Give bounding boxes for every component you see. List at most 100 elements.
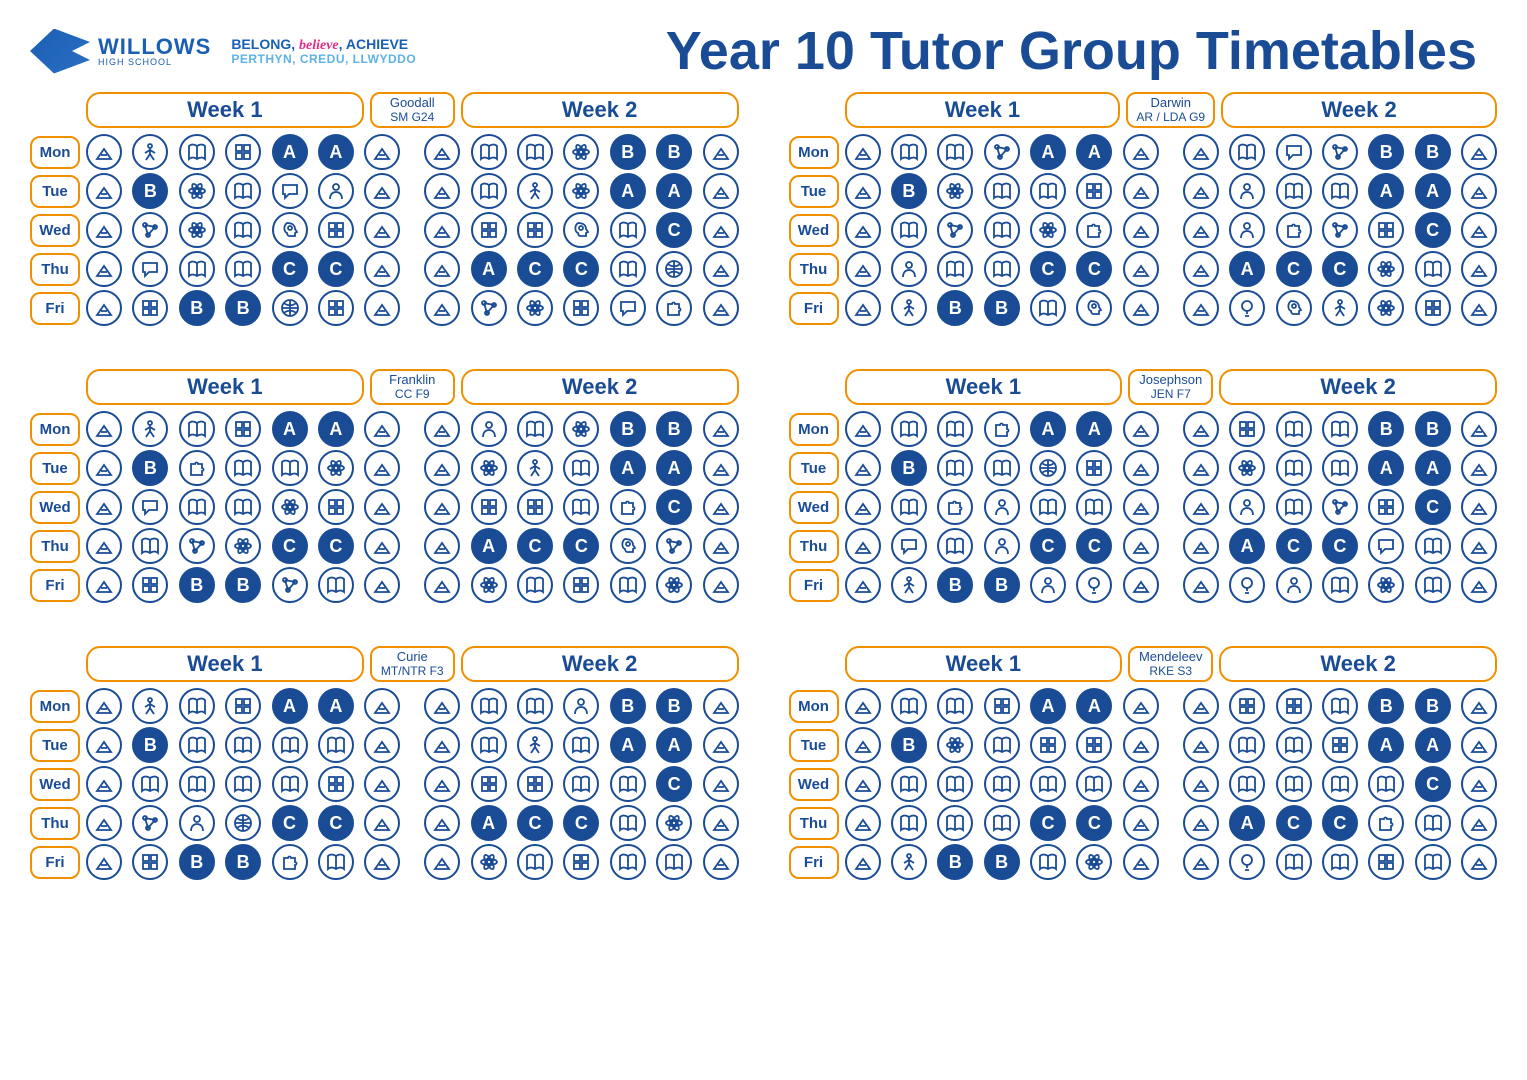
week1-label: Week 1: [86, 646, 364, 682]
period-cell: [1461, 450, 1497, 486]
period-cell: [471, 290, 507, 326]
period-cell: [563, 766, 599, 802]
period-cell: [424, 567, 460, 603]
period-cell: [272, 766, 308, 802]
day-row: Wed C: [789, 766, 1498, 802]
period-cell: [1229, 489, 1265, 525]
period-cell: [610, 766, 646, 802]
week1-label: Week 1: [86, 92, 364, 128]
tutor-group: Week 1 DarwinAR / LDA G9 Week 2 Mon AA B…: [789, 92, 1498, 329]
day-row: Mon AA BB: [789, 134, 1498, 170]
day-label: Mon: [30, 690, 80, 723]
period-cell: [891, 212, 927, 248]
period-cell: C: [1276, 805, 1312, 841]
group-header: Week 1 FranklinCC F9 Week 2: [30, 369, 739, 405]
periods-row: CC: [86, 251, 400, 287]
period-cell: B: [225, 290, 261, 326]
period-cell: [471, 450, 507, 486]
period-cell: [937, 528, 973, 564]
period-cell: C: [1415, 766, 1451, 802]
period-cell: B: [937, 567, 973, 603]
period-cell: [610, 489, 646, 525]
period-cell: [1276, 766, 1312, 802]
period-cell: C: [318, 251, 354, 287]
period-cell: [179, 805, 215, 841]
period-cell: [937, 251, 973, 287]
period-cell: [364, 844, 400, 880]
period-cell: [1276, 290, 1312, 326]
period-cell: [656, 805, 692, 841]
day-row: Tue B AA: [30, 173, 739, 209]
period-cell: [471, 489, 507, 525]
period-cell: [225, 727, 261, 763]
period-cell: [891, 489, 927, 525]
day-row: Thu CC ACC: [789, 528, 1498, 564]
group-header: Week 1 CurieMT/NTR F3 Week 2: [30, 646, 739, 682]
period-cell: [1123, 844, 1159, 880]
school-name: WILLOWS: [98, 36, 211, 58]
period-cell: [703, 411, 739, 447]
period-cell: [318, 567, 354, 603]
period-cell: [891, 805, 927, 841]
period-cell: A: [610, 450, 646, 486]
period-cell: [1123, 528, 1159, 564]
period-cell: A: [656, 727, 692, 763]
day-label: Tue: [789, 729, 839, 762]
period-cell: [471, 844, 507, 880]
period-cell: [132, 411, 168, 447]
period-cell: [1123, 766, 1159, 802]
period-cell: [225, 450, 261, 486]
period-cell: [1183, 844, 1219, 880]
period-cell: C: [1276, 251, 1312, 287]
period-cell: [1123, 567, 1159, 603]
period-cell: B: [179, 844, 215, 880]
period-cell: [845, 134, 881, 170]
periods-row: AA: [845, 688, 1159, 724]
period-cell: [1123, 290, 1159, 326]
period-cell: [1322, 212, 1358, 248]
period-cell: [891, 766, 927, 802]
period-cell: [225, 688, 261, 724]
period-cell: [424, 688, 460, 724]
tutor-group: Week 1 MendeleevRKE S3 Week 2 Mon AA BB …: [789, 646, 1498, 883]
period-cell: C: [563, 251, 599, 287]
period-cell: [86, 212, 122, 248]
period-cell: [179, 134, 215, 170]
period-cell: [703, 450, 739, 486]
period-cell: [984, 805, 1020, 841]
periods-row: AA: [424, 450, 738, 486]
period-cell: [225, 411, 261, 447]
period-cell: [1183, 489, 1219, 525]
period-cell: [132, 212, 168, 248]
period-cell: [179, 528, 215, 564]
period-cell: [937, 212, 973, 248]
period-cell: [1229, 844, 1265, 880]
day-label: Tue: [30, 452, 80, 485]
periods-row: [1183, 844, 1497, 880]
periods-row: AA: [86, 688, 400, 724]
period-cell: [364, 489, 400, 525]
period-cell: A: [1415, 727, 1451, 763]
periods-row: AA: [424, 173, 738, 209]
period-cell: [424, 528, 460, 564]
period-cell: [1123, 173, 1159, 209]
period-cell: [563, 844, 599, 880]
period-cell: [86, 489, 122, 525]
period-cell: [845, 489, 881, 525]
period-cell: [610, 290, 646, 326]
period-cell: [1415, 844, 1451, 880]
period-cell: [563, 212, 599, 248]
period-cell: [1183, 567, 1219, 603]
period-cell: [1183, 134, 1219, 170]
day-label: Fri: [30, 292, 80, 325]
period-cell: [656, 528, 692, 564]
period-cell: A: [1030, 411, 1066, 447]
period-cell: [424, 489, 460, 525]
period-cell: [364, 766, 400, 802]
period-cell: C: [1322, 805, 1358, 841]
period-cell: [364, 567, 400, 603]
period-cell: C: [1030, 805, 1066, 841]
period-cell: [1322, 450, 1358, 486]
period-cell: [891, 290, 927, 326]
period-cell: [424, 251, 460, 287]
